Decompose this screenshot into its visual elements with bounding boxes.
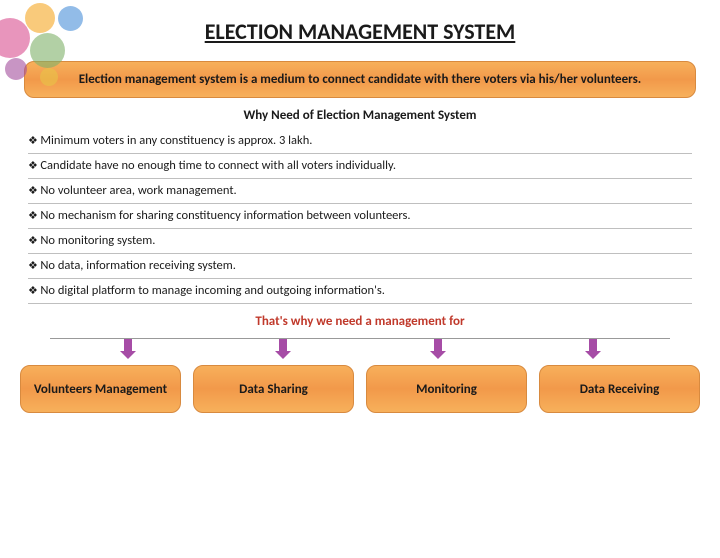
page-title: ELECTION MANAGEMENT SYSTEM xyxy=(0,18,720,45)
list-item: No data, information receiving system. xyxy=(28,254,692,279)
why-heading: Why Need of Election Management System xyxy=(0,108,720,123)
down-arrow-icon xyxy=(279,339,287,353)
down-arrow-icon xyxy=(589,339,597,353)
list-item: No mechanism for sharing constituency in… xyxy=(28,204,692,229)
list-item: No volunteer area, work management. xyxy=(28,179,692,204)
down-arrow-icon xyxy=(434,339,442,353)
bottom-box-row: Volunteers Management Data Sharing Monit… xyxy=(20,365,700,413)
box-data-sharing: Data Sharing xyxy=(193,365,354,413)
intro-box: Election management system is a medium t… xyxy=(24,61,696,98)
list-item: No digital platform to manage incoming a… xyxy=(28,279,692,304)
bullet-list: Minimum voters in any constituency is ap… xyxy=(28,129,692,304)
thats-why-text: That's why we need a management for xyxy=(0,314,720,329)
list-item: Minimum voters in any constituency is ap… xyxy=(28,129,692,154)
box-data-receiving: Data Receiving xyxy=(539,365,700,413)
box-volunteers: Volunteers Management xyxy=(20,365,181,413)
arrow-row xyxy=(50,335,670,357)
down-arrow-icon xyxy=(124,339,132,353)
list-item: No monitoring system. xyxy=(28,229,692,254)
list-item: Candidate have no enough time to connect… xyxy=(28,154,692,179)
box-monitoring: Monitoring xyxy=(366,365,527,413)
